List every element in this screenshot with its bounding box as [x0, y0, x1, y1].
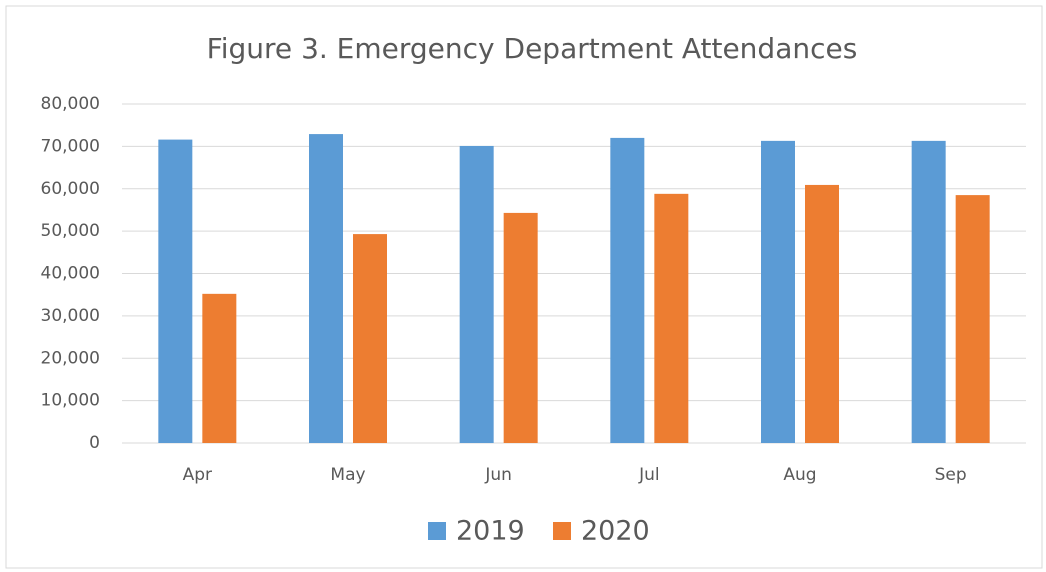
y-tick-label: 50,000: [41, 221, 100, 241]
legend-swatch: [553, 522, 571, 540]
y-tick-label: 30,000: [41, 306, 100, 326]
bar: [654, 193, 689, 443]
x-tick-label: Apr: [183, 465, 212, 485]
y-tick-label: 40,000: [41, 264, 100, 284]
bar: [761, 140, 795, 443]
x-tick-label: Jul: [638, 465, 660, 485]
x-tick-label: Aug: [783, 465, 816, 485]
y-tick-label: 0: [89, 433, 100, 453]
legend-label: 2020: [581, 516, 650, 547]
x-tick-label: Sep: [935, 465, 967, 485]
bar: [955, 195, 990, 443]
bar: [459, 145, 494, 444]
legend-swatch: [428, 522, 446, 540]
y-tick-label: 10,000: [41, 391, 100, 411]
bar: [309, 134, 343, 443]
bar: [911, 140, 946, 443]
x-tick-label: May: [330, 465, 365, 485]
bar: [158, 139, 193, 443]
chart-title: Figure 3. Emergency Department Attendanc…: [207, 32, 858, 65]
bar: [610, 137, 645, 443]
legend-label: 2019: [456, 516, 525, 547]
bar: [202, 293, 237, 443]
bar: [503, 212, 538, 443]
bar: [805, 184, 839, 443]
y-tick-label: 70,000: [41, 136, 100, 156]
y-tick-label: 60,000: [41, 179, 100, 199]
bar: [353, 234, 387, 443]
y-tick-label: 20,000: [41, 348, 100, 368]
y-tick-label: 80,000: [41, 94, 100, 114]
x-tick-label: Jun: [484, 465, 512, 485]
